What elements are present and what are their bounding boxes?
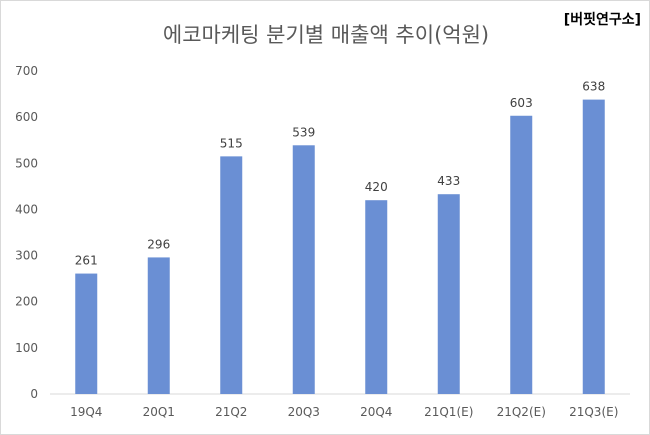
bar xyxy=(220,156,243,394)
bar xyxy=(292,145,315,394)
y-tick-label: 400 xyxy=(15,202,38,216)
x-tick-label: 21Q2(E) xyxy=(497,405,546,419)
y-tick-label: 600 xyxy=(15,110,38,124)
x-tick-label: 20Q4 xyxy=(360,405,392,419)
data-label: 638 xyxy=(582,80,605,94)
data-label: 515 xyxy=(220,136,243,150)
source-badge: [버핏연구소] xyxy=(563,12,641,28)
bar xyxy=(147,257,170,394)
x-tick-label: 20Q3 xyxy=(288,405,320,419)
data-label: 296 xyxy=(147,237,170,251)
data-label: 420 xyxy=(365,180,388,194)
x-tick-label: 19Q4 xyxy=(70,405,102,419)
bar xyxy=(365,200,388,394)
bar xyxy=(510,115,533,394)
bar xyxy=(75,273,98,394)
y-tick-label: 200 xyxy=(15,295,38,309)
chart-title: 에코마케팅 분기별 매출액 추이(억원) xyxy=(162,23,490,47)
data-label: 433 xyxy=(437,174,460,188)
y-tick-label: 100 xyxy=(15,341,38,355)
y-tick-label: 300 xyxy=(15,249,38,263)
x-tick-label: 21Q2 xyxy=(215,405,247,419)
x-tick-label: 21Q3(E) xyxy=(569,405,618,419)
data-label: 261 xyxy=(75,254,98,268)
x-tick-label: 21Q1(E) xyxy=(424,405,473,419)
bar xyxy=(437,194,460,394)
data-label: 603 xyxy=(510,96,533,110)
y-tick-label: 500 xyxy=(15,156,38,170)
y-tick-label: 0 xyxy=(30,387,38,401)
bar xyxy=(582,99,605,394)
x-tick-label: 20Q1 xyxy=(143,405,175,419)
y-tick-label: 700 xyxy=(15,64,38,78)
data-label: 539 xyxy=(292,125,315,139)
